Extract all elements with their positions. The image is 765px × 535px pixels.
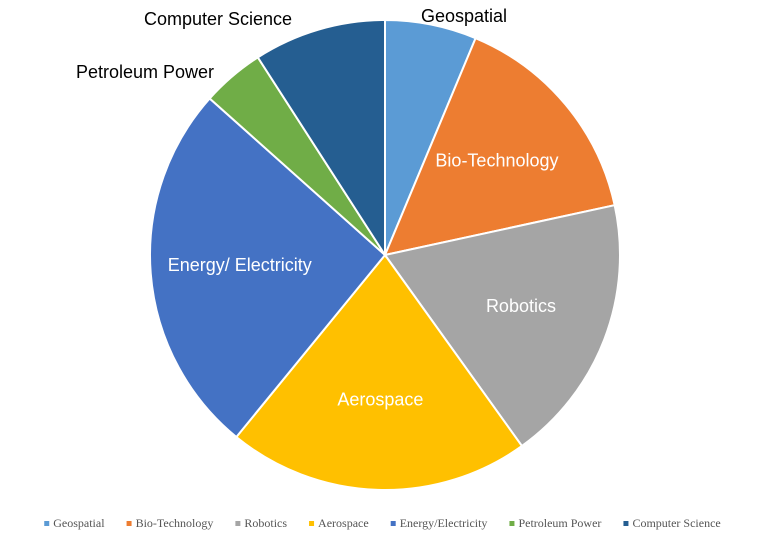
legend-marker bbox=[235, 521, 241, 526]
legend-label: Geospatial bbox=[53, 516, 105, 530]
legend-label: Energy/Electricity bbox=[400, 516, 488, 530]
legend-label: Aerospace bbox=[318, 516, 369, 530]
pie-slice bbox=[149, 97, 387, 439]
pie-slice bbox=[234, 253, 524, 491]
pie-slice bbox=[383, 36, 616, 257]
slice-label: Robotics bbox=[486, 296, 556, 316]
slice-label: Geospatial bbox=[421, 6, 507, 26]
legend-label: Petroleum Power bbox=[518, 516, 601, 530]
slice-label: Energy/ Electricity bbox=[168, 255, 312, 275]
legend-label: Computer Science bbox=[632, 516, 720, 530]
legend-marker bbox=[309, 521, 315, 526]
slice-label: Computer Science bbox=[144, 9, 292, 29]
legend-marker bbox=[44, 521, 50, 526]
pie-slice bbox=[383, 203, 621, 448]
slice-label: Aerospace bbox=[337, 389, 423, 409]
legend-marker bbox=[390, 521, 396, 526]
legend-marker bbox=[623, 521, 629, 526]
slice-label: Petroleum Power bbox=[76, 62, 214, 82]
legend-label: Bio-Technology bbox=[136, 516, 214, 530]
pie-slice bbox=[256, 18, 386, 259]
legend-label: Robotics bbox=[244, 516, 287, 530]
slice-label: Bio-Technology bbox=[435, 151, 558, 171]
legend-marker bbox=[509, 521, 515, 526]
legend-marker bbox=[126, 521, 132, 526]
